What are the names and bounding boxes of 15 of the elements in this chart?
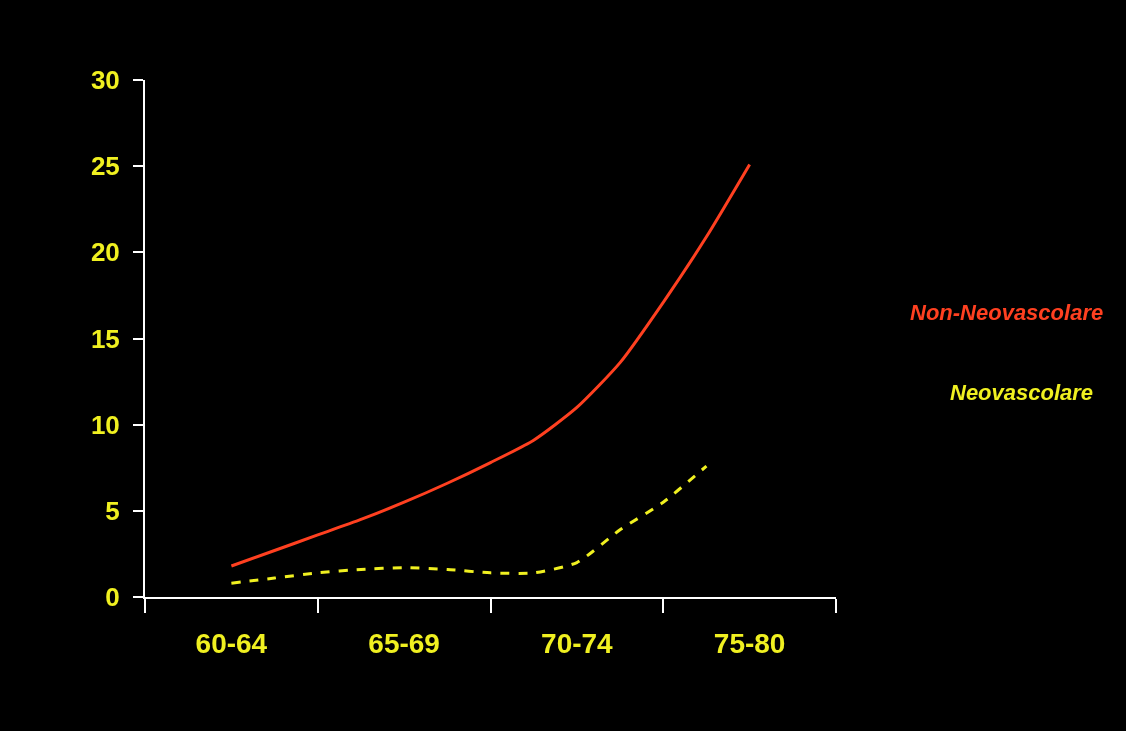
x-tick-label: 65-69 [368, 627, 440, 659]
y-tick-label: 5 [105, 495, 120, 526]
x-tick-label: 60-64 [195, 627, 268, 659]
y-tick-label: 15 [90, 323, 120, 354]
text: Neovascolare [950, 380, 1094, 405]
line-series [229, 162, 752, 568]
y-tick-label: 30 [90, 65, 120, 96]
x-tick-label: 70-74 [541, 627, 614, 659]
text: Non-Neovascolare [910, 300, 1104, 325]
y-tick-label: 10 [90, 409, 120, 440]
y-tick-label: 25 [90, 151, 120, 182]
line-series [229, 464, 708, 585]
y-tick-label: 20 [90, 237, 120, 268]
x-tick-label: 75-80 [713, 627, 786, 659]
y-tick-label: 0 [105, 582, 120, 613]
